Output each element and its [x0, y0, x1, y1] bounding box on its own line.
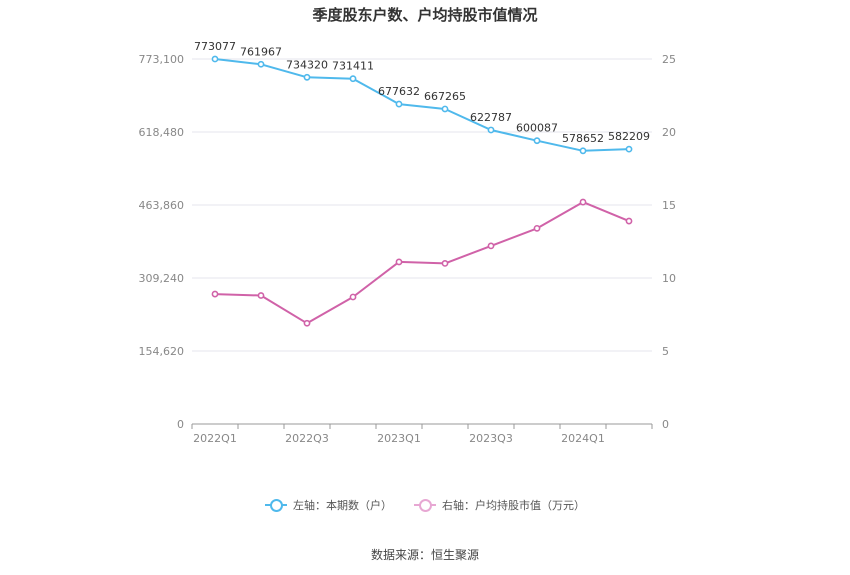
data-point-households — [625, 145, 633, 153]
x-axis-tick-label: 2023Q1 — [377, 432, 421, 445]
right-axis-tick-label: 20 — [662, 126, 676, 139]
legend-line-marker-icon — [265, 499, 287, 512]
left-axis-tick-label: 463,860 — [139, 199, 185, 212]
data-point-avg-value — [579, 198, 587, 206]
data-point-avg-value — [625, 217, 633, 225]
x-axis-tick-label: 2024Q1 — [561, 432, 605, 445]
chart-legend: 左轴：本期数（户） 右轴：户均持股市值（万元） — [0, 497, 850, 513]
legend-line-marker-icon — [414, 499, 436, 512]
data-point-households — [349, 75, 357, 83]
x-axis-tick-label: 2022Q3 — [285, 432, 329, 445]
data-point-households — [257, 60, 265, 68]
data-label: 773077 — [194, 40, 236, 53]
data-point-households — [579, 147, 587, 155]
right-axis-tick-label: 0 — [662, 418, 669, 431]
data-source-note: 数据来源：恒生聚源 — [370, 548, 479, 562]
data-point-avg-value — [487, 242, 495, 250]
left-axis-tick-label: 309,240 — [139, 272, 185, 285]
legend-label-avg-value: 右轴：户均持股市值（万元） — [442, 499, 585, 512]
legend-item-households[interactable]: 左轴：本期数（户） — [265, 497, 392, 513]
data-point-households — [211, 55, 219, 63]
data-label: 667265 — [424, 90, 466, 103]
data-point-avg-value — [533, 224, 541, 232]
right-axis-tick-label: 10 — [662, 272, 676, 285]
series-line-avg-value — [214, 201, 630, 325]
data-point-households — [303, 73, 311, 81]
x-axis-tick-label: 2022Q1 — [193, 432, 237, 445]
right-axis-tick-label: 5 — [662, 345, 669, 358]
data-point-households — [487, 126, 495, 134]
data-label: 600087 — [516, 122, 558, 135]
x-axis-tick-label: 2023Q3 — [469, 432, 513, 445]
data-label: 622787 — [470, 111, 512, 124]
left-axis-tick-label: 0 — [177, 418, 184, 431]
right-axis-tick-label: 25 — [662, 53, 676, 66]
left-axis-tick-label: 773,100 — [139, 53, 185, 66]
left-axis-tick-label: 618,480 — [139, 126, 185, 139]
legend-item-avg-value[interactable]: 右轴：户均持股市值（万元） — [414, 497, 585, 513]
right-axis-tick-label: 15 — [662, 199, 676, 212]
data-label: 731411 — [332, 60, 374, 73]
data-point-avg-value — [395, 258, 403, 266]
data-point-avg-value — [303, 319, 311, 327]
data-label: 582209 — [608, 130, 650, 143]
chart-title: 季度股东户数、户均持股市值情况 — [312, 6, 538, 24]
data-label: 677632 — [378, 85, 420, 98]
data-label: 761967 — [240, 45, 282, 58]
data-point-avg-value — [441, 259, 449, 267]
data-point-households — [533, 137, 541, 145]
data-point-households — [395, 100, 403, 108]
data-point-avg-value — [211, 290, 219, 298]
data-point-avg-value — [349, 293, 357, 301]
legend-label-households: 左轴：本期数（户） — [293, 499, 392, 512]
data-label: 578652 — [562, 132, 604, 145]
left-axis-tick-label: 154,620 — [139, 345, 185, 358]
data-point-avg-value — [257, 292, 265, 299]
series-line-households — [214, 58, 630, 152]
data-label: 734320 — [286, 58, 328, 71]
data-point-households — [441, 105, 449, 113]
